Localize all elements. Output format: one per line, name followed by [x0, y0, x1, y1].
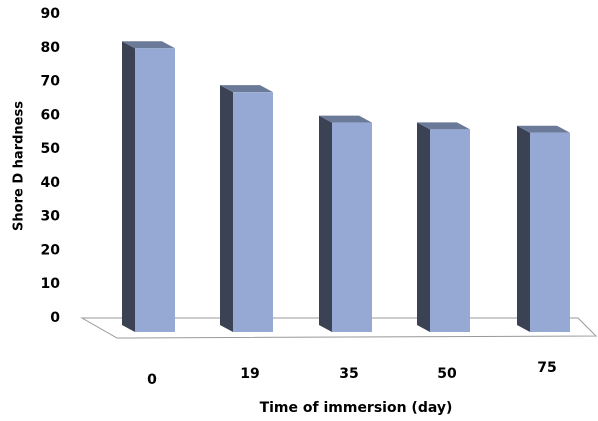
- x-tick-label: 0: [147, 372, 157, 388]
- x-tick-label: 19: [240, 366, 259, 382]
- y-tick-label: 90: [41, 6, 61, 22]
- bar: [332, 122, 372, 332]
- bar-top: [417, 122, 470, 130]
- x-tick-label: 50: [437, 366, 457, 382]
- bar: [530, 132, 570, 332]
- y-tick-label: 60: [41, 107, 61, 123]
- y-tick-label: 0: [50, 310, 60, 326]
- x-axis-label: Time of immersion (day): [260, 400, 453, 416]
- y-tick-label: 10: [41, 276, 61, 292]
- x-tick-label: 75: [537, 360, 556, 376]
- y-tick-label: 30: [41, 209, 61, 225]
- bar: [135, 48, 175, 333]
- y-axis-label: Shore D hardness: [12, 101, 27, 231]
- bar: [233, 92, 273, 332]
- bar-top: [220, 85, 273, 93]
- x-tick-label: 35: [339, 366, 358, 382]
- bar-side: [220, 85, 233, 332]
- bar-side: [319, 115, 332, 332]
- y-tick-label: 40: [41, 175, 61, 191]
- bar-top: [122, 41, 175, 49]
- y-tick-label: 70: [41, 74, 61, 90]
- bar-side: [122, 41, 135, 333]
- bar-top: [517, 125, 570, 133]
- y-tick-label: 50: [41, 141, 61, 157]
- bar: [430, 129, 470, 332]
- bar-top: [319, 115, 372, 123]
- y-tick-label: 20: [41, 242, 61, 258]
- bar-side: [517, 125, 530, 332]
- y-tick-label: 80: [41, 40, 61, 56]
- bar-side: [417, 122, 430, 332]
